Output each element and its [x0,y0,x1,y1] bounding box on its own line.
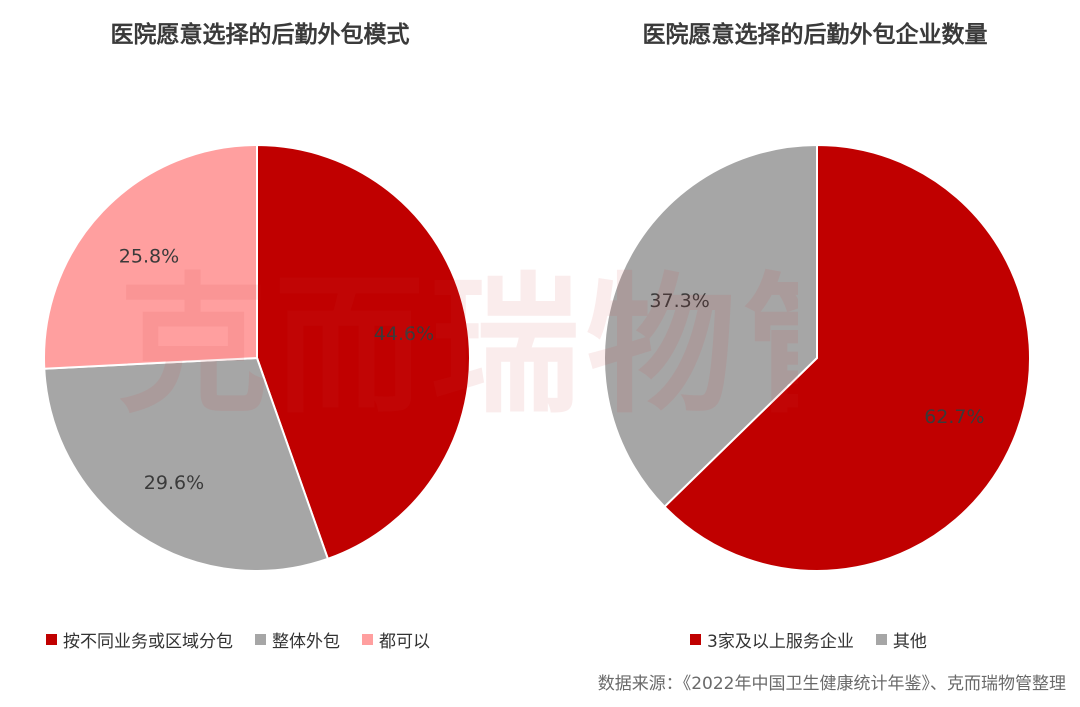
pie-1-slice-0 [663,143,1031,572]
legend-item-0-0: 按不同业务或区域分包 [46,627,233,652]
legend-swatch-0-0 [46,633,57,645]
pie-1-data-label-0: 62.7% [924,406,984,428]
data-source-note: 数据来源：《2022年中国卫生健康统计年鉴》、克而瑞物管整理 [597,674,1066,694]
pie-0-data-label-1: 29.6% [144,472,204,494]
legend-item-1-1: 其他 [875,627,927,652]
legend-label-1-0: 3家及以上服务企业 [707,631,854,652]
pie-0-slice-0 [256,143,471,561]
legend-label-0-2: 都可以 [379,631,430,652]
pie-1-data-label-1: 37.3% [649,290,709,312]
legend-label-1-1: 其他 [892,631,927,652]
pie-0-data-label-2: 25.8% [119,245,179,267]
legend-right: 3家及以上服务企业 其他 [690,626,927,652]
chart-title-left: 医院愿意选择的后勤外包模式 [110,22,410,48]
legend-item-1-0: 3家及以上服务企业 [690,627,854,652]
chart-title-right: 医院愿意选择的后勤外包企业数量 [642,22,988,48]
pie-0-slice-2 [43,143,258,370]
legend-swatch-0-1 [255,633,266,645]
pie-0-slice-1 [43,356,330,572]
pie-0-data-label-0: 44.6% [374,323,434,345]
legend-swatch-1-0 [690,633,701,645]
legend-item-0-1: 整体外包 [255,627,340,652]
legend-label-0-1: 整体外包 [272,631,340,652]
pie-1-slice-1 [603,143,818,509]
legend-left: 按不同业务或区域分包 整体外包 都可以 [46,626,430,652]
legend-swatch-1-1 [875,633,887,645]
legend-swatch-0-2 [362,633,373,645]
legend-label-0-0: 按不同业务或区域分包 [63,631,233,652]
legend-item-0-2: 都可以 [362,627,430,652]
